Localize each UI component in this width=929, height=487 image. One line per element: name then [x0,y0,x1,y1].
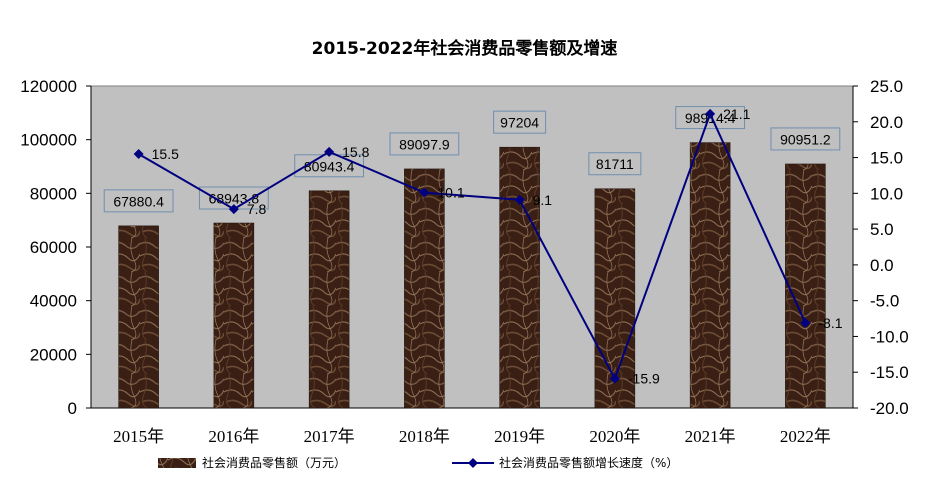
line-data-label: 9.1 [533,192,553,208]
x-tick-label: 2016年 [208,427,259,446]
x-tick-label: 2021年 [685,427,736,446]
left-axis-tick-label: 120000 [20,77,77,96]
growth-line [138,111,807,382]
right-axis-tick-label: 10.0 [870,184,903,203]
bar [594,188,636,409]
line-point [514,194,525,205]
legend-bar-swatch [158,458,196,468]
x-tick-label: 2017年 [304,427,355,446]
bar [118,225,159,409]
bar-data-label: 80943.4 [304,158,355,174]
bar-series [118,142,826,409]
right-axis-tick-label: 25.0 [870,77,903,96]
line-data-label: 15.8 [342,144,369,160]
x-tick-label: 2019年 [494,427,545,446]
bar-data-label-box [675,106,746,130]
legend-line-label: 社会消费品零售额增长速度（%） [499,455,678,470]
bar [213,222,255,409]
left-axis-tick-label: 0 [68,399,77,418]
line-data-label: 7.8 [247,201,267,217]
bar-data-label: 81711 [596,156,634,172]
line-data-label: -8.1 [818,315,842,331]
right-axis-tick-label: 20.0 [870,113,903,132]
bar-data-label: 97204 [500,115,539,131]
bar-data-label-box [588,152,642,176]
x-axis-tick-labels: 2015年 2016年 2017年 2018年 2019年 2020年 2021年 2022年 [113,427,831,446]
x-tick-label: 2022年 [780,427,831,446]
x-tick-label: 2018年 [399,427,450,446]
plot-area [90,85,854,409]
line-point [800,317,811,328]
line-data-label: 10.1 [437,185,464,201]
left-axis-tick-label: 40000 [30,292,77,311]
legend: 社会消费品零售额（万元） 社会消费品零售额增长速度（%） [158,455,678,470]
right-axis-tick-label: 0.0 [870,256,894,275]
line-series [133,108,811,384]
legend-bar-label: 社会消费品零售额（万元） [202,455,346,470]
line-point [419,187,430,198]
bar [499,146,540,409]
left-axis-tick-label: 80000 [30,184,77,203]
line-point [609,373,620,384]
chart-title: 2015-2022年社会消费品零售额及增速 [311,39,618,59]
line-data-label: -15.9 [628,371,660,387]
line-point [705,108,716,119]
bar [404,168,445,409]
right-y-axis: 25.0 20.0 15.0 10.0 5.0 0.0 -5.0 -10.0 -15.0 -20.… [91,77,909,418]
right-axis-tick-label: -15.0 [870,363,909,382]
left-axis-tick-label: 20000 [30,345,77,364]
line-point [228,204,239,215]
bar-data-label: 89097.9 [399,136,450,152]
left-y-axis: 0 20000 40000 60000 80000 100000 120000 [20,77,92,418]
line-data-labels: 15.5 7.8 15.8 10.1 9.1 -15.9 21.1 -8.1 [152,106,843,387]
bar-data-label-box [389,132,460,156]
bar-data-label: 67880.4 [113,193,164,209]
x-tick-label: 2020年 [589,427,640,446]
bar-data-label-box [770,127,841,151]
bar-data-labels: 67880.468943.880943.489097.9972048171198… [103,106,841,213]
line-point [324,146,335,157]
line-data-label: 21.1 [723,106,750,122]
x-tick-label: 2015年 [113,427,164,446]
bar-data-label: 90951.2 [780,131,831,147]
bar [785,163,826,409]
right-axis-tick-label: -20.0 [870,399,909,418]
bar [308,190,350,409]
right-axis-tick-label: -5.0 [870,292,899,311]
right-axis-tick-label: -10.0 [870,327,909,346]
line-data-label: 15.5 [152,146,179,162]
legend-line-marker [468,458,478,468]
bar [689,142,731,409]
line-point [133,148,144,159]
bar-data-label-box [493,110,547,134]
left-axis-tick-label: 60000 [30,238,77,257]
left-axis-tick-label: 100000 [20,131,77,150]
right-axis-tick-label: 5.0 [870,220,894,239]
bar-data-label-box [103,189,174,213]
right-axis-tick-label: 15.0 [870,149,903,168]
